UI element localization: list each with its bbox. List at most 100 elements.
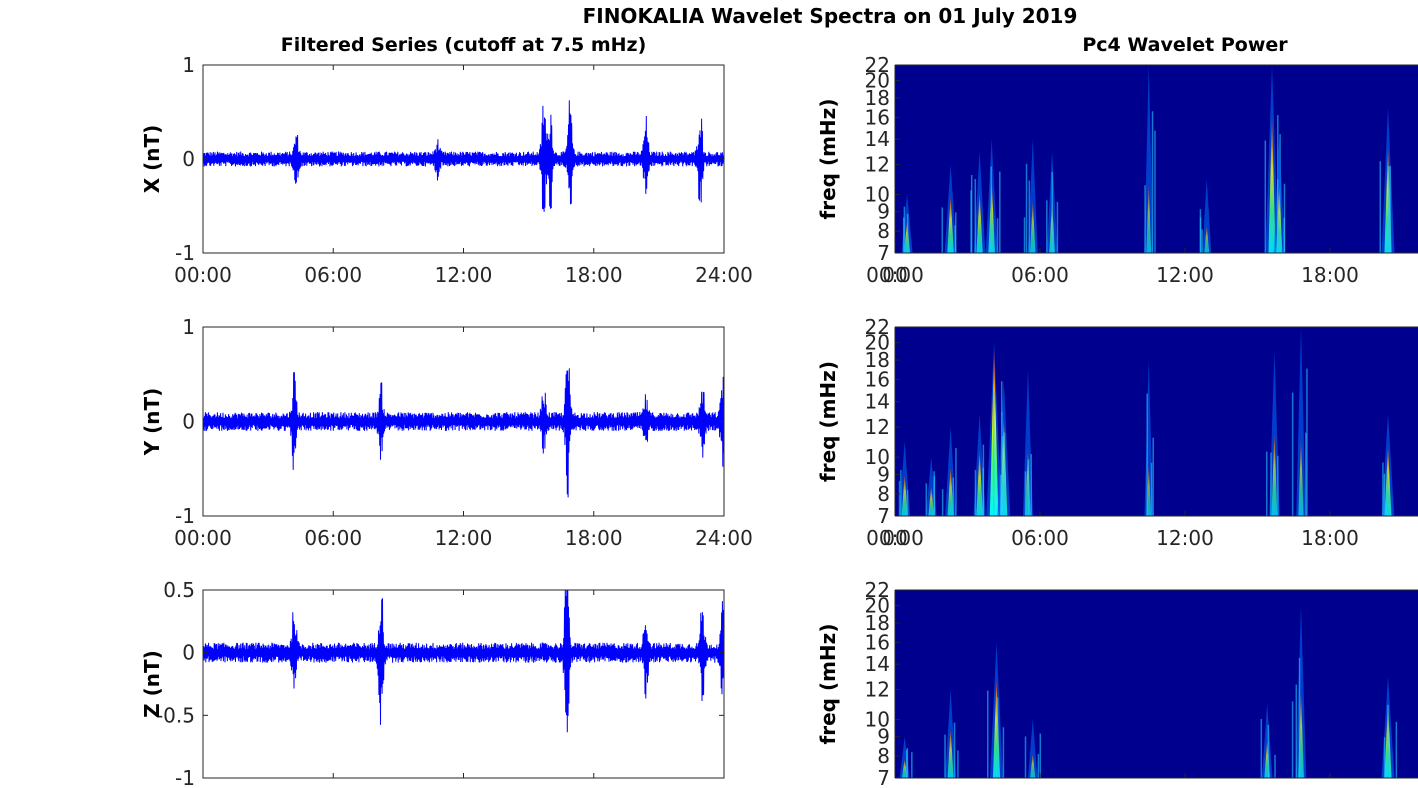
y-tick-label: 12 xyxy=(865,678,890,702)
y-tick-label: 8 xyxy=(877,219,890,243)
y-tick-label: 22 xyxy=(865,578,890,602)
y-axis-label: freq (mHz) xyxy=(816,624,840,745)
series-line-x xyxy=(203,100,724,212)
right-column-title: Pc4 Wavelet Power xyxy=(1082,34,1288,56)
wavelet-burst-core xyxy=(1030,753,1036,778)
wavelet-burst xyxy=(1202,178,1212,253)
y-tick-label: 16 xyxy=(865,368,890,392)
x-tick-label: 24:00 xyxy=(695,263,753,287)
x-tick-label: 00:00 xyxy=(174,263,232,287)
y-tick-label: 22 xyxy=(865,53,890,77)
x-tick-label: 12:00 xyxy=(435,263,493,287)
x-tick-label: 00 xyxy=(882,263,907,287)
y-tick-label: 10 xyxy=(865,445,890,469)
y-tick-label: 8 xyxy=(877,744,890,768)
wavelet-burst-core xyxy=(976,192,983,253)
y-tick-label: 1 xyxy=(182,315,195,339)
y-tick-label: 16 xyxy=(865,630,890,654)
figure-title: FINOKALIA Wavelet Spectra on 01 July 201… xyxy=(582,4,1078,28)
wavelet-burst-core xyxy=(901,474,908,516)
x-tick-label: 12:00 xyxy=(435,526,493,550)
y-axis-label: Z (nT) xyxy=(140,650,164,718)
wavelet-burst-core xyxy=(947,467,954,516)
y-tick-label: 7 xyxy=(877,766,890,788)
y-axis-label: Y (nT) xyxy=(140,388,164,457)
y-tick-label: -0.5 xyxy=(156,703,195,727)
heatmap-background xyxy=(895,327,1418,516)
y-tick-label: 9 xyxy=(877,463,890,487)
series-line-y xyxy=(203,368,724,498)
heatmap-background xyxy=(895,65,1418,253)
wavelet-burst-core xyxy=(1298,437,1304,516)
wavelet-burst-core xyxy=(976,450,983,516)
y-tick-label: 9 xyxy=(877,200,890,224)
y-tick-label: 7 xyxy=(877,504,890,528)
wavelet-burst-core xyxy=(928,486,935,516)
y-axis-label: freq (mHz) xyxy=(816,99,840,220)
x-tick-label: 06:00 xyxy=(1011,526,1069,550)
wavelet-burst-core xyxy=(1146,183,1152,253)
y-tick-label: 10 xyxy=(865,182,890,206)
y-tick-label: 0 xyxy=(182,410,195,434)
y-tick-label: 0 xyxy=(182,147,195,171)
wavelet-burst-core xyxy=(1204,225,1210,253)
wavelet-burst-core xyxy=(1030,200,1036,253)
x-tick-label: 18:00 xyxy=(1301,263,1359,287)
wavelet-burst xyxy=(1144,65,1154,253)
y-tick-label: 14 xyxy=(865,652,890,676)
y-tick-label: 14 xyxy=(865,127,890,151)
x-tick-label: 12:00 xyxy=(1156,263,1214,287)
y-tick-label: 18 xyxy=(865,348,890,372)
y-tick-label: 14 xyxy=(865,390,890,414)
y-tick-label: -1 xyxy=(175,241,195,265)
y-tick-label: 12 xyxy=(865,415,890,439)
x-tick-label: 18:00 xyxy=(565,526,623,550)
y-tick-label: 18 xyxy=(865,86,890,110)
heatmap-background xyxy=(895,590,1418,778)
wavelet-burst xyxy=(1027,139,1038,253)
y-tick-label: 20 xyxy=(865,69,890,93)
left-column-title: Filtered Series (cutoff at 7.5 mHz) xyxy=(280,34,647,56)
y-tick-label: 1 xyxy=(182,53,195,77)
x-tick-label: 00:00 xyxy=(866,263,924,287)
y-tick-label: 9 xyxy=(877,725,890,749)
y-tick-label: 18 xyxy=(865,611,890,635)
x-tick-label: 00:00 xyxy=(174,526,232,550)
timeseries-panel-z: -1 -0.5 0 0.5 Z (nT) xyxy=(140,578,725,788)
y-tick-label: -1 xyxy=(175,504,195,528)
y-tick-label: 22 xyxy=(865,315,890,339)
wavelet-burst xyxy=(1296,327,1306,516)
x-tick-label: 00:00 xyxy=(866,526,924,550)
x-tick-label: 24:00 xyxy=(695,526,753,550)
wavelet-burst-core xyxy=(947,196,954,253)
y-tick-label: 8 xyxy=(877,482,890,506)
x-tick-label: 12:00 xyxy=(1156,526,1214,550)
y-tick-label: 0.5 xyxy=(163,578,195,602)
y-tick-label: 7 xyxy=(877,241,890,265)
wavelet-burst xyxy=(1028,719,1038,778)
y-tick-label: -1 xyxy=(175,766,195,788)
y-tick-label: 10 xyxy=(865,707,890,731)
y-tick-label: 12 xyxy=(865,153,890,177)
x-tick-label: 18:00 xyxy=(1301,526,1359,550)
series-line-z xyxy=(203,590,724,733)
x-tick-label: 06:00 xyxy=(304,263,362,287)
y-tick-label: 20 xyxy=(865,331,890,355)
x-tick-label: 18:00 xyxy=(565,263,623,287)
y-axis-label: X (nT) xyxy=(140,125,164,194)
y-axis-label: freq (mHz) xyxy=(816,361,840,482)
y-tick-label: 0 xyxy=(182,641,195,665)
x-tick-label: 06:00 xyxy=(1011,263,1069,287)
y-tick-label: 20 xyxy=(865,594,890,618)
timeseries-panel-y: -1 0 1 00:00 06:00 12:00 18:00 24:00 Y (nT) xyxy=(140,315,753,550)
wavelet-burst-core xyxy=(1268,115,1276,253)
x-tick-label: 00 xyxy=(882,526,907,550)
x-tick-label: 06:00 xyxy=(304,526,362,550)
wavelet-burst-core xyxy=(1271,432,1278,516)
timeseries-panel-x: -1 0 1 00:00 06:00 12:00 18:00 24:00 X (nT) xyxy=(140,53,753,287)
wavelet-burst-core xyxy=(947,729,954,778)
